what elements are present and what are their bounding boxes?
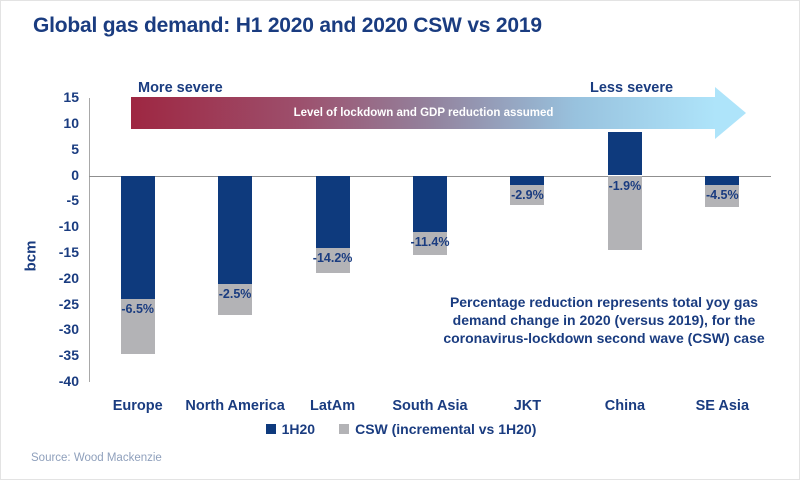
y-tick-label: -15 xyxy=(58,243,79,260)
bar-1h20 xyxy=(607,131,642,176)
annotation-line: coronavirus-lockdown second wave (CSW) c… xyxy=(443,330,765,347)
bar-csw xyxy=(315,247,350,274)
x-category-label: JKT xyxy=(513,398,542,414)
y-tick-label: 10 xyxy=(63,114,79,131)
bar-csw xyxy=(218,283,253,315)
bar-csw xyxy=(413,232,447,256)
chart-title: Global gas demand: H1 2020 and 2020 CSW … xyxy=(33,14,542,37)
bar-percentage-label: -6.5% xyxy=(121,302,155,317)
bar-1h20 xyxy=(120,175,155,300)
legend-swatch-icon xyxy=(339,424,350,434)
legend-label: CSW (incremental vs 1H20) xyxy=(355,421,537,437)
legend-swatch-icon xyxy=(265,424,276,434)
arrow-label: Level of lockdown and GDP reduction assu… xyxy=(293,107,554,119)
x-category-label: North America xyxy=(185,398,285,414)
less-severe-label: Less severe xyxy=(590,80,674,96)
bar-1h20 xyxy=(315,175,350,248)
bar-percentage-label: -4.5% xyxy=(705,187,739,202)
legend: 1H20 CSW (incremental vs 1H20) xyxy=(1,421,799,437)
x-category-label: South Asia xyxy=(392,398,468,414)
legend-item: CSW (incremental vs 1H20) xyxy=(339,421,536,437)
x-category-label: LatAm xyxy=(310,398,356,414)
more-severe-label: More severe xyxy=(138,80,223,96)
severity-gradient-arrow: Level of lockdown and GDP reduction assu… xyxy=(131,97,716,129)
bar-1h20 xyxy=(218,175,253,284)
bar-percentage-label: -2.9% xyxy=(511,187,544,202)
y-tick-label: -20 xyxy=(58,269,79,286)
y-tick-label: -25 xyxy=(58,295,79,312)
y-axis-line xyxy=(89,98,90,382)
y-tick-label: 0 xyxy=(71,166,79,183)
severity-arrow-head-icon xyxy=(715,87,746,139)
y-tick-label: -10 xyxy=(58,218,79,235)
y-axis-title: bcm xyxy=(22,240,40,272)
bar-csw xyxy=(705,184,740,207)
bar-percentage-label: -2.5% xyxy=(218,286,252,301)
bar-csw xyxy=(607,175,642,251)
bar-1h20 xyxy=(413,175,447,233)
legend-label: 1H20 xyxy=(281,421,316,437)
annotation-note: Percentage reduction represents total yo… xyxy=(413,293,795,348)
bar-csw xyxy=(510,184,545,206)
bar-csw xyxy=(120,299,155,354)
bar-percentage-label: -1.9% xyxy=(608,178,642,193)
x-category-label: Europe xyxy=(112,398,163,414)
y-tick-label: 15 xyxy=(63,89,79,105)
y-tick-label: -35 xyxy=(58,347,79,364)
bar-percentage-label: -14.2% xyxy=(312,250,353,265)
x-category-label: China xyxy=(604,398,646,414)
y-tick-label: -5 xyxy=(66,192,79,209)
annotation-line: Percentage reduction represents total yo… xyxy=(449,294,759,310)
annotation-line: demand change in 2020 (versus 2019), for… xyxy=(452,312,756,329)
x-category-label: SE Asia xyxy=(695,398,750,414)
legend-item: 1H20 xyxy=(265,421,316,437)
y-tick-label: 5 xyxy=(71,140,79,157)
bar-1h20 xyxy=(510,175,545,185)
y-tick-label: -40 xyxy=(58,373,79,389)
y-tick-label: -30 xyxy=(58,321,79,338)
bar-1h20 xyxy=(705,175,740,185)
bar-percentage-label: -11.4% xyxy=(410,235,450,250)
source-note: Source: Wood Mackenzie xyxy=(31,452,162,464)
